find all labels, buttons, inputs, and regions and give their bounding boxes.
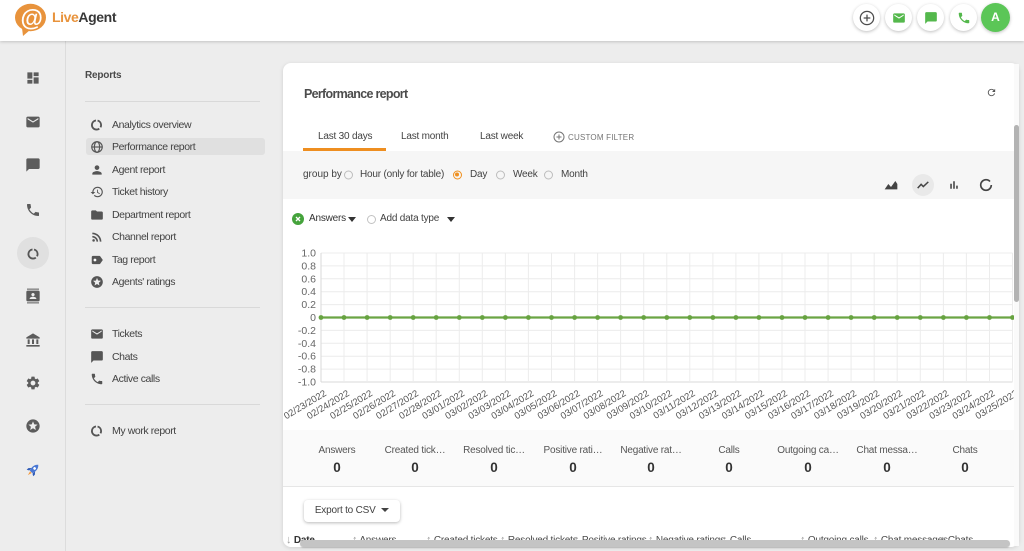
svg-text:0: 0 (310, 312, 316, 324)
svg-text:-1.0: -1.0 (298, 377, 316, 389)
svg-text:-0.2: -0.2 (298, 325, 316, 337)
svg-text:1.0: 1.0 (301, 248, 316, 260)
svg-text:0.2: 0.2 (301, 299, 316, 311)
svg-text:-0.6: -0.6 (298, 351, 316, 363)
svg-text:0.4: 0.4 (301, 286, 316, 298)
svg-text:0.8: 0.8 (301, 260, 316, 272)
svg-text:-0.8: -0.8 (298, 364, 316, 376)
svg-text:0.6: 0.6 (301, 273, 316, 285)
svg-text:-0.4: -0.4 (298, 338, 316, 350)
svg-text:@: @ (21, 5, 43, 31)
